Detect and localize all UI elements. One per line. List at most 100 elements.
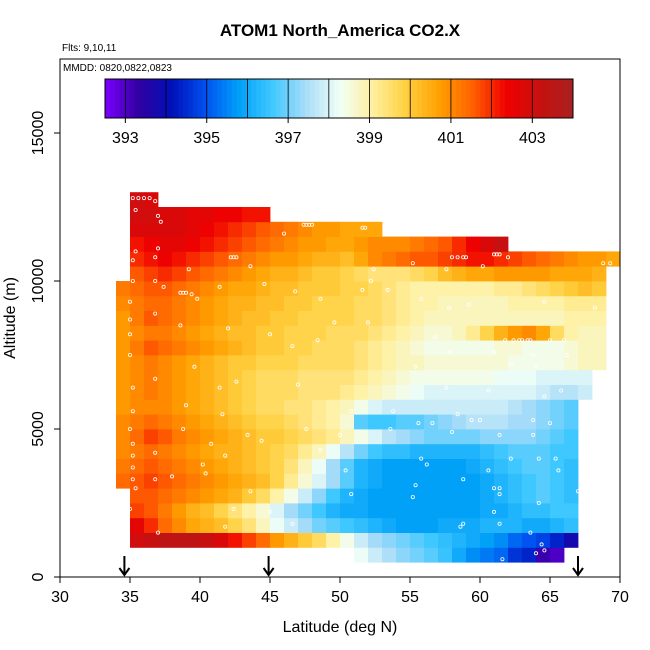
heatmap-cell [270,503,285,519]
observation-point [497,252,502,257]
heatmap-cell [130,192,145,208]
heatmap-cell [172,251,187,267]
observation-point [127,352,132,357]
heatmap-cell [144,236,159,252]
heatmap-cell [410,547,425,563]
observation-point [564,352,569,357]
heatmap-cell [284,236,299,252]
observation-point [531,418,536,423]
colorbar-segment [105,79,111,118]
colorbar-segment [509,79,516,118]
heatmap-cell [578,266,593,282]
heatmap-cell [354,236,369,252]
colorbar-segment [319,79,325,118]
colorbar: 393 395 397 399 401 403 [104,78,574,147]
colorbar-segment [192,79,199,118]
colorbar-segment [558,79,564,118]
heatmap-cell [326,488,341,504]
heatmap-cell [158,473,173,489]
heatmap-cell [424,266,439,282]
heatmap-cell [508,251,523,267]
heatmap-cell [298,517,313,533]
heatmap-cell [550,503,565,519]
heatmap-cell [522,325,537,341]
heatmap-cell [536,517,551,533]
colorbar-segment [431,79,438,118]
heatmap-cell [508,369,523,385]
heatmap-cell [564,266,579,282]
heatmap-cell [340,236,355,252]
heatmap-cell [298,503,313,519]
colorbar-segment [519,79,525,118]
heatmap-cell [186,281,201,297]
heatmap-cell [466,443,481,459]
heatmap-cell [144,473,159,489]
heatmap-cell [298,414,313,430]
heatmap-cell [382,429,397,445]
heatmap-cell [396,369,411,385]
heatmap-cell [340,340,355,356]
heatmap-cell [214,458,229,474]
heatmap-cell [172,473,187,489]
heatmap-cell [242,384,257,400]
heatmap-cell [214,251,229,267]
x-axis: 30 35 40 45 50 55 60 65 70 [51,577,629,606]
observation-point [449,255,454,260]
x-tick-label: 65 [541,589,559,606]
heatmap-cell [354,547,369,563]
heatmap-cell [494,517,509,533]
heatmap-cell [368,503,383,519]
heatmap-cell [410,236,425,252]
heatmap-cell [550,414,565,430]
heatmap-cell [522,295,537,311]
observation-point [556,468,561,473]
heatmap-cell [144,443,159,459]
heatmap-cell [438,458,453,474]
heatmap-cell [270,355,285,371]
heatmap-cell [270,266,285,282]
heatmap-cell [116,340,131,356]
heatmap-cell [144,429,159,445]
heatmap-cell [438,310,453,326]
heatmap-cell [452,443,467,459]
x-tick-label: 35 [121,589,139,606]
heatmap-cell [312,281,327,297]
heatmap-cell [452,251,467,267]
heatmap-cell [256,517,271,533]
heatmap-cell [466,429,481,445]
heatmap-cell [354,266,369,282]
heatmap-cell [382,503,397,519]
observation-point [130,258,135,263]
colorbar-segment [275,79,282,118]
observation-point [505,255,510,260]
heatmap-cell [186,221,201,237]
observation-point [127,332,132,337]
heatmap-cell [536,532,551,548]
heatmap-cell [312,221,327,237]
observation-point [223,524,228,529]
heatmap-cell [270,473,285,489]
heatmap-cell [438,281,453,297]
observation-point [455,255,460,260]
heatmap-cell [158,503,173,519]
colorbar-segment [119,79,126,118]
heatmap-cell [396,281,411,297]
heatmap-cell [130,458,145,474]
heatmap-cell [410,310,425,326]
heatmap-cell [354,488,369,504]
observation-point [486,468,491,473]
heatmap-cell [508,295,523,311]
heatmap-cell [354,429,369,445]
heatmap-cell [172,340,187,356]
x-tick-label: 40 [191,589,209,606]
heatmap-cell [480,488,495,504]
colorbar-segment [538,79,545,118]
heatmap-cell [522,414,537,430]
down-arrow-icon [262,556,275,577]
colorbar-segment [353,79,360,118]
heatmap-cell [158,281,173,297]
observation-point [337,432,342,437]
heatmap-cell [368,399,383,415]
heatmap-cell [592,310,607,326]
heatmap-cell [536,281,551,297]
